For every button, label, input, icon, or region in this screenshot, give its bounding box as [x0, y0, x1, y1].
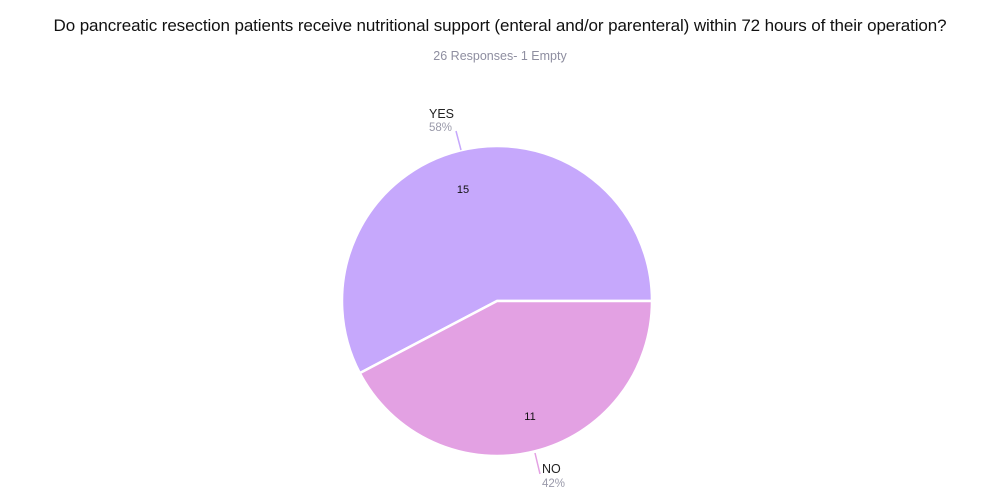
category-label-yes: YES [429, 107, 454, 121]
leader-line-yes [455, 130, 462, 151]
chart-title: Do pancreatic resection patients receive… [53, 16, 947, 35]
pie-slice-yes[interactable] [340, 144, 654, 375]
percent-label-yes: 58% [429, 122, 452, 134]
leader-line-no [534, 452, 541, 475]
category-label-no: NO [542, 462, 561, 476]
pie-slice-no[interactable] [358, 299, 654, 458]
percent-label-no: 42% [542, 478, 565, 490]
slice-value-no: 11 [524, 411, 535, 423]
response-count: 26 Responses- 1 Empty [433, 49, 567, 63]
slice-value-yes: 15 [457, 184, 469, 196]
